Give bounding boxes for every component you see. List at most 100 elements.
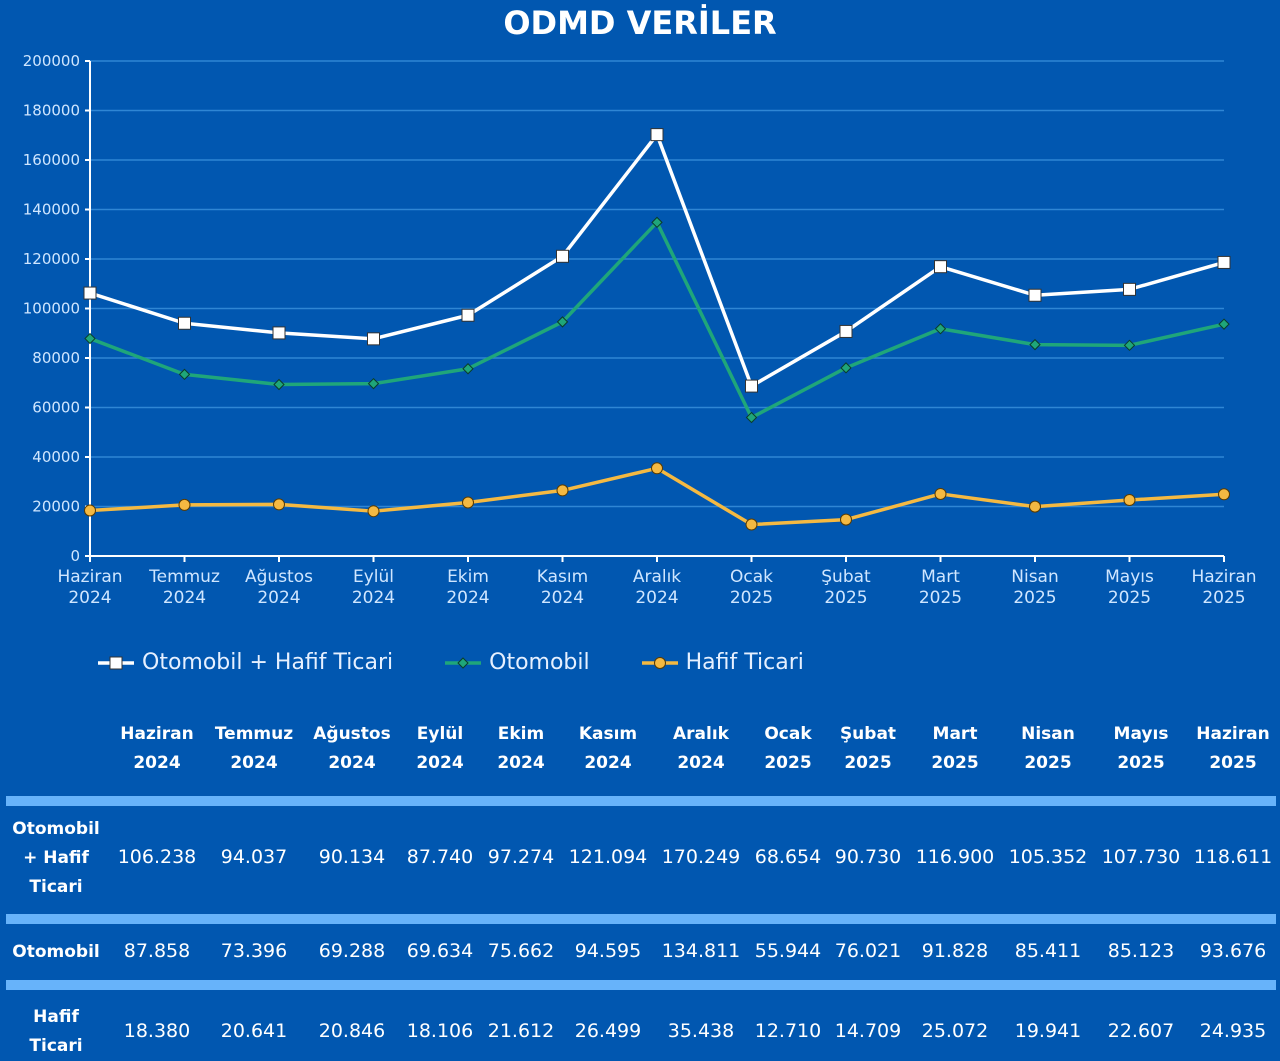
table-row-divider xyxy=(6,914,1276,924)
x-tick-label: 2024 xyxy=(68,588,111,608)
data-point xyxy=(934,487,947,500)
y-tick-label: 180000 xyxy=(23,102,80,120)
y-tick-label: 0 xyxy=(70,547,80,565)
data-point xyxy=(83,286,97,300)
table-cell: 75.662 xyxy=(487,940,555,962)
table-cell: 18.380 xyxy=(123,1020,191,1042)
y-tick-label: 160000 xyxy=(23,151,80,169)
legend-swatch-icon xyxy=(98,656,134,669)
data-point xyxy=(745,379,758,393)
legend: Otomobil + Hafif Ticari Otomobil Hafif Tic… xyxy=(98,650,856,675)
data-point xyxy=(273,378,285,391)
table-cell: 121.094 xyxy=(568,846,648,868)
x-tick-label: 2024 xyxy=(446,588,489,608)
x-tick-label: Ocak xyxy=(730,567,773,587)
data-point xyxy=(461,308,475,322)
x-tick-label: Şubat xyxy=(821,567,871,587)
data-point xyxy=(556,316,569,328)
x-tick-label: Eylül xyxy=(353,567,394,587)
table-cell: 93.676 xyxy=(1199,940,1267,962)
y-tick-label: 60000 xyxy=(32,399,80,417)
data-point xyxy=(1123,494,1136,507)
data-point xyxy=(367,377,380,390)
table-cell: 22.607 xyxy=(1107,1020,1175,1042)
y-tick-label: 140000 xyxy=(23,201,80,219)
legend-swatch-icon xyxy=(641,656,678,669)
table-cell: 26.499 xyxy=(574,1020,642,1042)
table-cell: 12.710 xyxy=(754,1020,822,1042)
table-cell: 69.634 xyxy=(406,940,474,962)
table-row-label: Hafif Ticari xyxy=(29,1007,83,1056)
table-column-header: Temmuz 2024 xyxy=(214,724,294,773)
x-tick-label: Ağustos xyxy=(245,567,313,587)
table-column-header: Mayıs 2025 xyxy=(1113,724,1169,773)
table-cell: 106.238 xyxy=(117,846,197,868)
data-point xyxy=(840,513,852,526)
table-column-header: Aralık 2024 xyxy=(673,724,729,773)
table-cell: 24.935 xyxy=(1199,1020,1267,1042)
x-tick-label: 2025 xyxy=(919,588,962,608)
x-tick-label: Temmuz xyxy=(148,567,220,587)
x-tick-label: 2024 xyxy=(352,588,395,608)
data-point xyxy=(651,462,663,475)
table-row-divider xyxy=(6,980,1276,990)
table-cell: 19.941 xyxy=(1014,1020,1082,1042)
table-cell: 21.612 xyxy=(487,1020,555,1042)
data-point xyxy=(1123,282,1136,296)
series-line xyxy=(89,132,1225,388)
data-point xyxy=(178,498,191,511)
data-point xyxy=(272,326,286,340)
y-tick-label: 80000 xyxy=(32,349,80,367)
table-cell: 90.134 xyxy=(318,846,386,868)
table-column-header: Şubat 2025 xyxy=(839,724,897,773)
legend-label: Otomobil xyxy=(489,650,590,675)
table-row-label: Otomobil + Hafif Ticari xyxy=(12,818,100,897)
data-point xyxy=(1218,488,1230,501)
legend-marker xyxy=(109,656,123,669)
table-cell: 85.411 xyxy=(1014,940,1082,962)
line-chart: 0 20000 40000 60000 80000 100000 120000 140000 1… xyxy=(23,52,1257,608)
table-cell: 87.858 xyxy=(123,940,191,962)
table-cell: 170.249 xyxy=(661,846,741,868)
data-point xyxy=(367,332,380,346)
x-tick-label: Kasım xyxy=(537,567,588,587)
x-tick-label: Ekim xyxy=(447,567,489,587)
table-column-header: Nisan 2025 xyxy=(1021,724,1075,773)
data-point xyxy=(1029,338,1041,351)
legend-label: Hafif Ticari xyxy=(685,650,804,675)
y-tick-label: 20000 xyxy=(32,498,80,516)
legend-marker xyxy=(457,656,469,669)
y-tick-label: 40000 xyxy=(32,448,80,466)
table-cell: 85.123 xyxy=(1107,940,1175,962)
table-cell: 35.438 xyxy=(667,1020,735,1042)
x-tick-label: Haziran xyxy=(57,567,122,587)
data-point xyxy=(84,332,96,345)
x-tick-label: Aralık xyxy=(633,567,681,587)
table-cell: 68.654 xyxy=(754,846,822,868)
table-cell: 94.037 xyxy=(220,846,288,868)
table-cell: 25.072 xyxy=(921,1020,989,1042)
data-point xyxy=(840,362,852,374)
table-cell: 76.021 xyxy=(834,940,902,962)
data-point xyxy=(934,323,947,335)
table-cell: 18.106 xyxy=(406,1020,474,1042)
data-point xyxy=(1217,255,1231,269)
x-tick-label: 2025 xyxy=(1013,588,1056,608)
legend-swatch-icon xyxy=(445,656,482,669)
data-point xyxy=(367,505,380,518)
data-point xyxy=(462,496,474,509)
x-tick-label: Haziran xyxy=(1191,567,1256,587)
table-cell: 69.288 xyxy=(318,940,386,962)
data-point xyxy=(839,324,853,338)
x-tick-label: 2024 xyxy=(163,588,206,608)
table-cell: 14.709 xyxy=(834,1020,902,1042)
x-tick-label: 2025 xyxy=(1202,588,1245,608)
table-row-label: Otomobil xyxy=(12,941,100,962)
x-tick-label: 2024 xyxy=(635,588,678,608)
table-cell: 20.846 xyxy=(318,1020,386,1042)
x-tick-label: Mayıs xyxy=(1105,567,1154,587)
legend-item: Otomobil + Hafif Ticari xyxy=(98,650,393,675)
data-point xyxy=(745,518,758,531)
table-cell: 73.396 xyxy=(220,940,288,962)
table-cell: 55.944 xyxy=(754,940,822,962)
